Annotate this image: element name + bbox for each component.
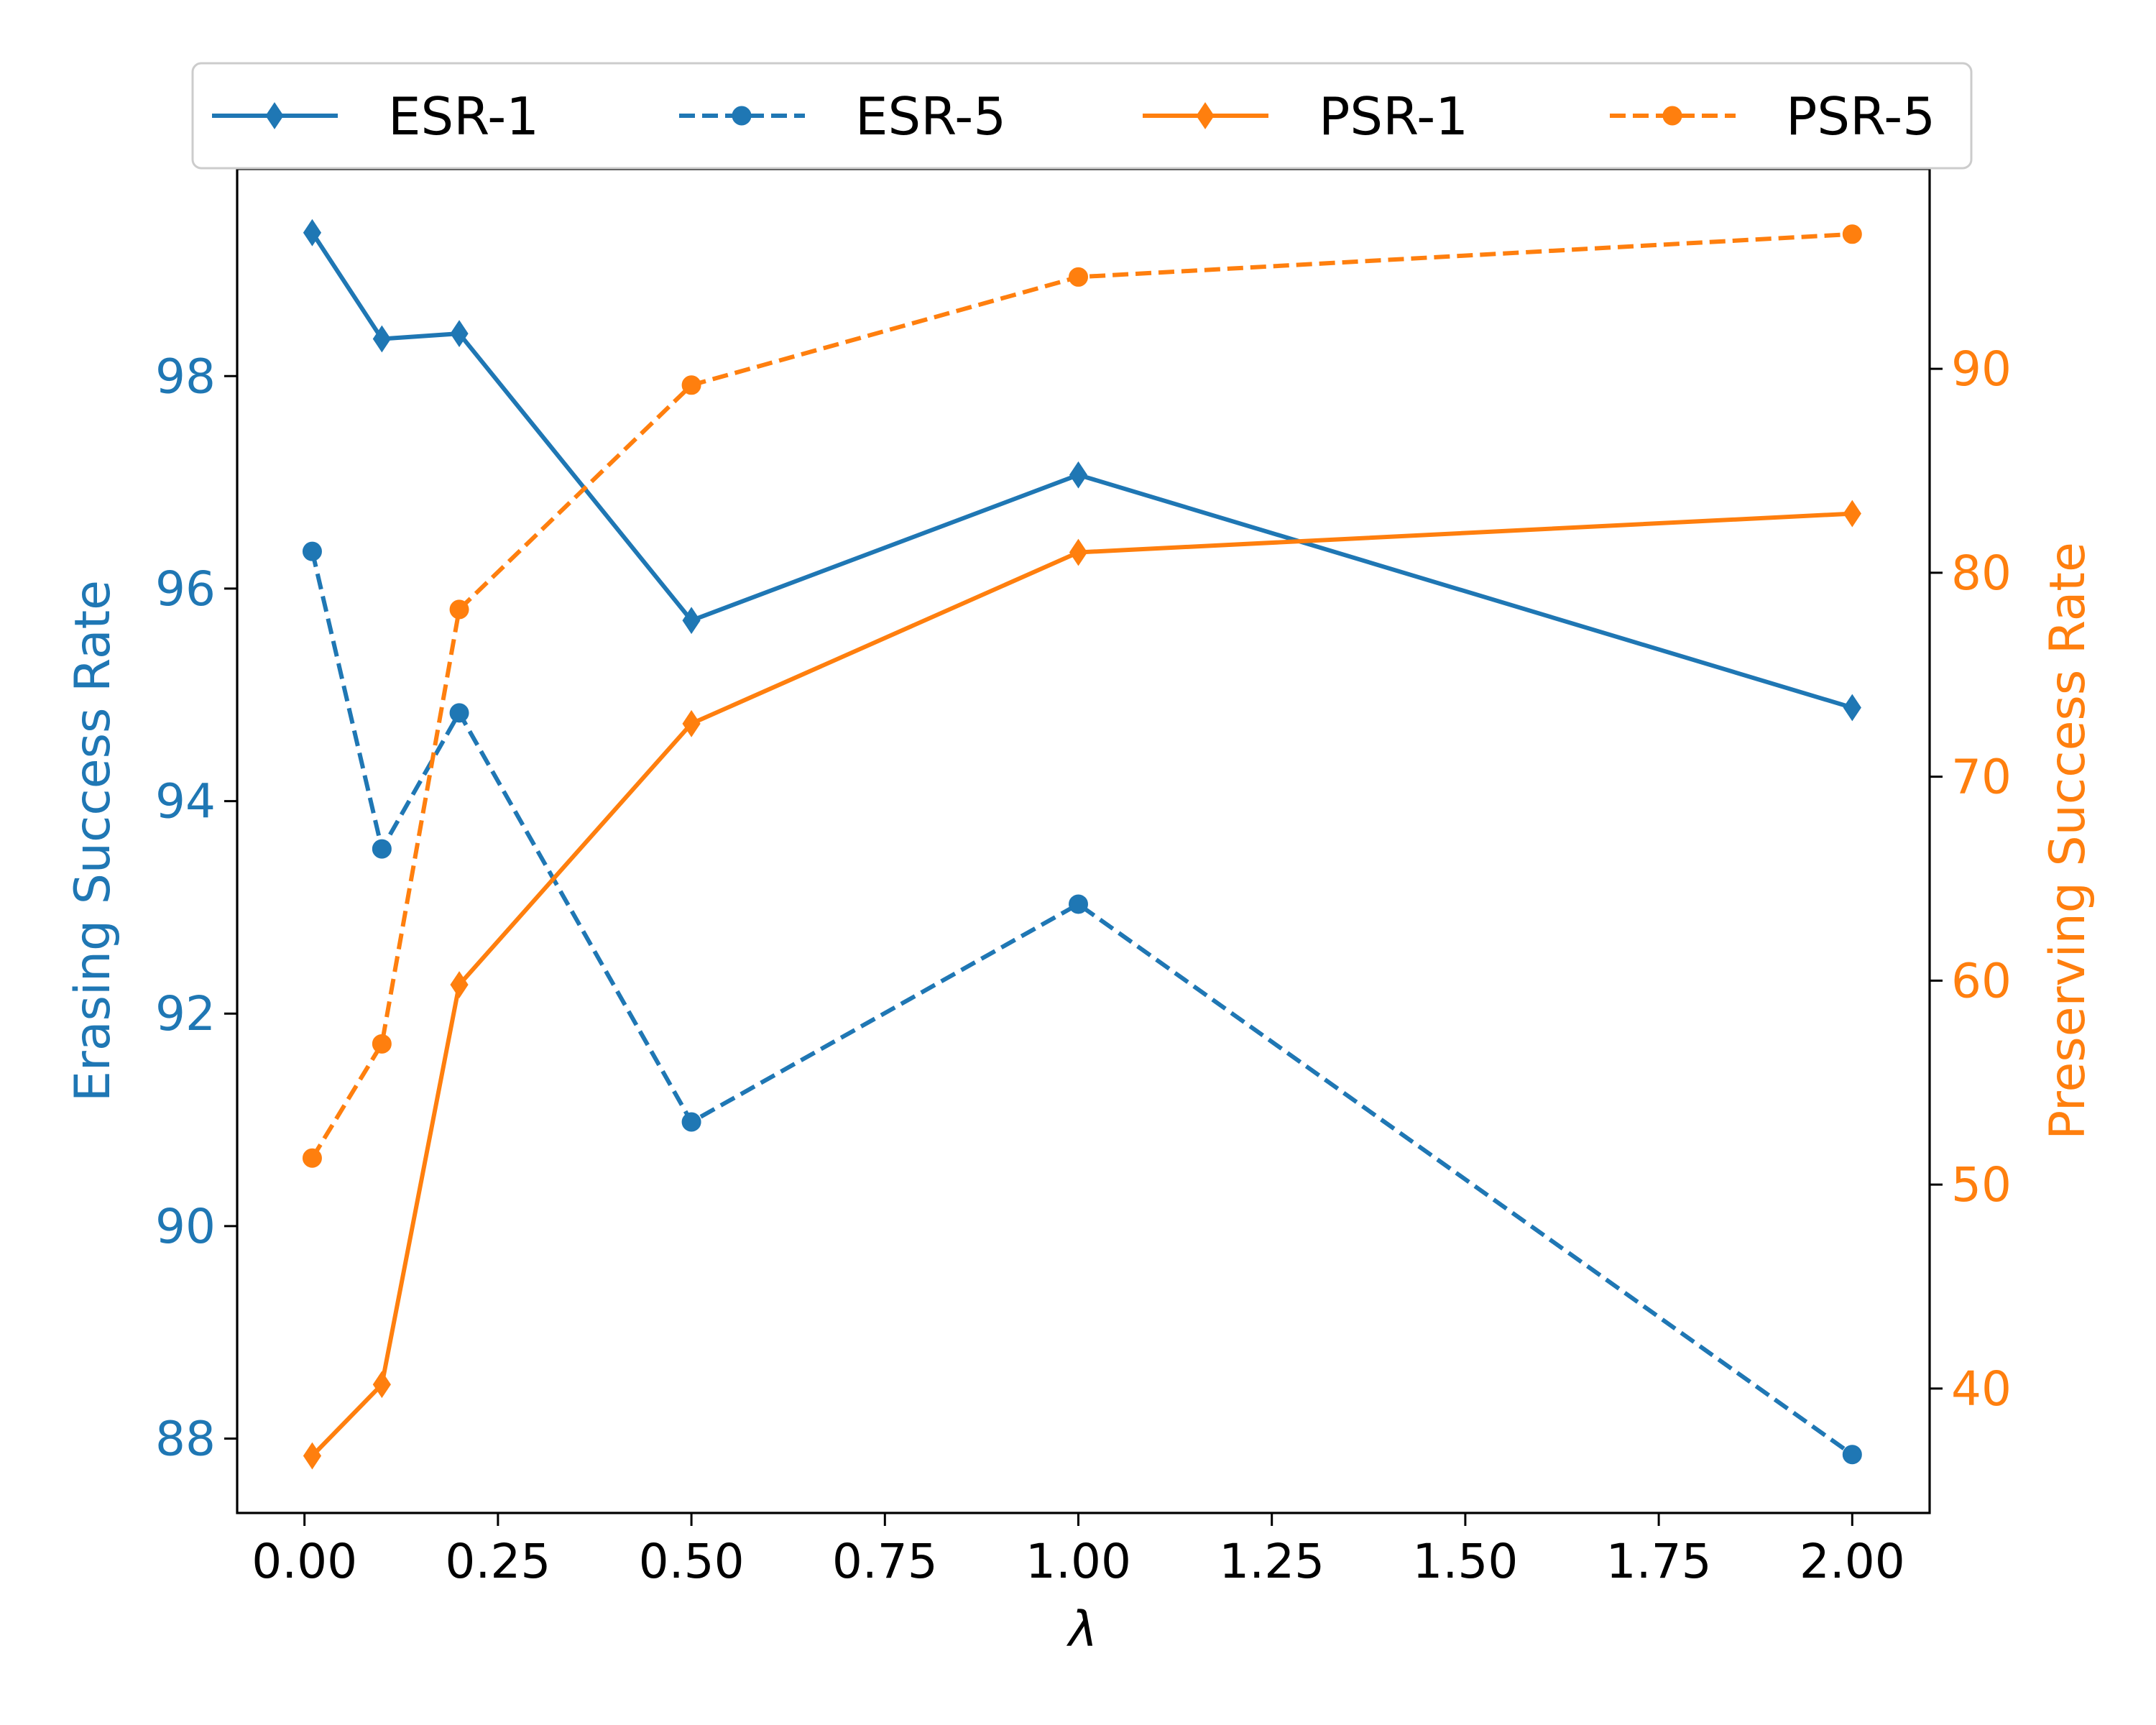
legend-label-psr-5: PSR-5 bbox=[1786, 86, 1935, 147]
legend: ESR-1 ESR-5 PSR-1 PSR-5 bbox=[191, 62, 1973, 170]
data-point-esr-5 bbox=[449, 703, 469, 723]
x-tick-label: 1.00 bbox=[1026, 1534, 1131, 1589]
x-tick-label: 0.75 bbox=[832, 1534, 938, 1589]
data-point-esr-1 bbox=[450, 320, 469, 348]
series-line-psr-1 bbox=[310, 511, 1855, 1458]
data-point-esr-5 bbox=[372, 839, 392, 859]
x-axis-label: λ bbox=[1067, 1601, 1097, 1658]
data-point-psr-1 bbox=[450, 971, 469, 998]
x-tick-label: 1.50 bbox=[1412, 1534, 1518, 1589]
x-tick-label: 1.75 bbox=[1606, 1534, 1712, 1589]
y-left-tick-label: 90 bbox=[155, 1199, 216, 1254]
legend-marker-psr-5 bbox=[1662, 106, 1682, 126]
data-point-esr-5 bbox=[1069, 894, 1089, 914]
data-point-esr-1 bbox=[682, 607, 701, 635]
data-point-esr-1 bbox=[303, 218, 322, 247]
y-left-tick-label: 96 bbox=[155, 561, 216, 617]
y-right-tick-label: 80 bbox=[1951, 546, 2012, 601]
data-point-psr-1 bbox=[682, 709, 701, 737]
x-axis: 0.00 0.25 0.50 0.75 1.00 1.25 1.50 1.75 2.00 bbox=[252, 1513, 1905, 1589]
data-point-psr-5 bbox=[1842, 224, 1862, 244]
series-layer bbox=[302, 218, 1862, 1470]
data-point-esr-5 bbox=[681, 1112, 701, 1132]
x-tick-label: 0.50 bbox=[639, 1534, 745, 1589]
legend-label-psr-1: PSR-1 bbox=[1319, 86, 1468, 147]
x-tick-label: 1.25 bbox=[1219, 1534, 1325, 1589]
series-psr-5 bbox=[302, 224, 1862, 1168]
legend-item-esr-1: ESR-1 bbox=[212, 86, 539, 147]
series-esr-5 bbox=[302, 541, 1862, 1465]
data-point-psr-5 bbox=[681, 375, 701, 395]
legend-marker-esr-5 bbox=[732, 106, 752, 126]
data-point-psr-1 bbox=[1843, 500, 1861, 528]
data-point-psr-1 bbox=[303, 1442, 322, 1470]
y-right-tick-label: 50 bbox=[1951, 1157, 2012, 1213]
y-right-tick-label: 70 bbox=[1951, 750, 2012, 805]
y-axis-left: 88 90 92 94 96 98 bbox=[155, 349, 237, 1467]
legend-item-psr-5: PSR-5 bbox=[1610, 86, 1935, 147]
series-line-psr-5 bbox=[310, 231, 1853, 1159]
data-point-psr-5 bbox=[1069, 267, 1089, 287]
legend-marker-esr-1 bbox=[265, 102, 284, 129]
y-right-tick-label: 60 bbox=[1951, 953, 2012, 1008]
y-right-tick-label: 90 bbox=[1951, 341, 2012, 397]
x-tick-label: 2.00 bbox=[1800, 1534, 1905, 1589]
legend-label-esr-1: ESR-1 bbox=[388, 86, 539, 147]
data-point-psr-5 bbox=[449, 599, 469, 620]
y-axis-right: 40 50 60 70 80 90 bbox=[1930, 341, 2012, 1417]
data-point-psr-1 bbox=[372, 1371, 391, 1399]
series-line-esr-5 bbox=[310, 551, 1854, 1457]
series-line-esr-1 bbox=[310, 230, 1855, 710]
data-point-psr-5 bbox=[372, 1034, 392, 1054]
y-left-tick-label: 98 bbox=[155, 349, 216, 404]
data-point-esr-1 bbox=[372, 325, 391, 353]
y-right-tick-label: 40 bbox=[1951, 1361, 2012, 1417]
data-point-psr-5 bbox=[302, 1148, 322, 1168]
legend-label-esr-5: ESR-5 bbox=[855, 86, 1006, 147]
series-psr-1 bbox=[303, 500, 1861, 1470]
data-point-esr-1 bbox=[1069, 461, 1088, 489]
x-tick-label: 0.00 bbox=[252, 1534, 357, 1589]
y-left-tick-label: 94 bbox=[155, 774, 216, 829]
y-left-tick-label: 92 bbox=[155, 986, 216, 1041]
y-axis-right-label: Preserving Success Rate bbox=[2040, 542, 2096, 1140]
legend-item-psr-1: PSR-1 bbox=[1143, 86, 1468, 147]
legend-item-esr-5: ESR-5 bbox=[679, 86, 1006, 147]
data-point-esr-5 bbox=[302, 541, 322, 561]
legend-frame bbox=[191, 62, 1973, 170]
legend-marker-psr-1 bbox=[1196, 102, 1215, 129]
data-point-esr-1 bbox=[1843, 694, 1861, 722]
data-point-esr-5 bbox=[1842, 1445, 1862, 1465]
y-axis-left-label: Erasing Success Rate bbox=[65, 580, 121, 1102]
data-point-psr-1 bbox=[1069, 538, 1088, 566]
series-esr-1 bbox=[303, 218, 1861, 722]
y-left-tick-label: 88 bbox=[155, 1412, 216, 1467]
x-tick-label: 0.25 bbox=[445, 1534, 550, 1589]
